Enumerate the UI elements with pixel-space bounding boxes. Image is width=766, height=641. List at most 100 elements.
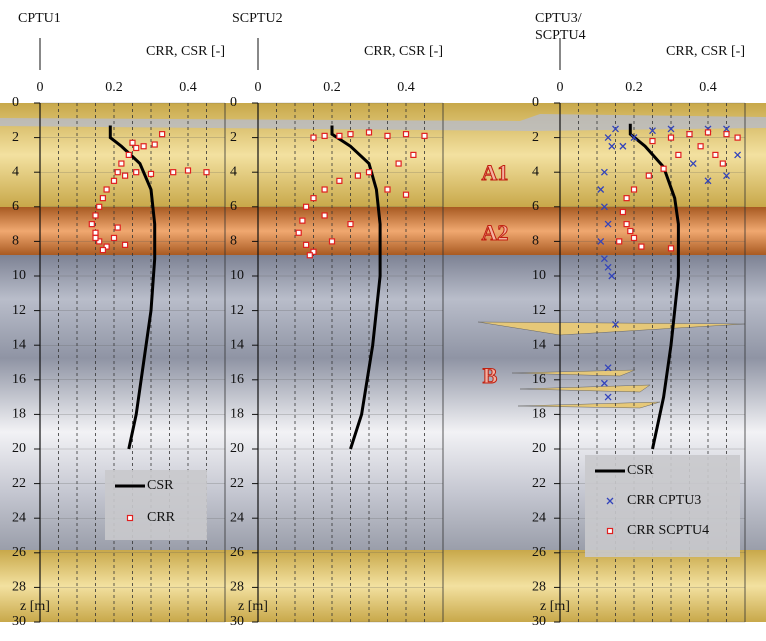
csr-line — [108, 125, 157, 450]
legend-label: CRR SCPTU4 — [627, 523, 709, 538]
crr-point — [347, 131, 354, 138]
y-axis-label: z [m] — [20, 599, 50, 614]
x-tick-label: 0.4 — [699, 80, 717, 95]
crr-point — [723, 131, 730, 138]
y-tick-label: 16 — [532, 372, 546, 387]
y-tick-label: 22 — [532, 476, 546, 491]
crr-point — [321, 132, 328, 139]
legend-marker — [126, 514, 134, 522]
crr-point — [99, 195, 107, 202]
lens — [0, 114, 766, 131]
crr-point — [600, 379, 608, 387]
crr-point — [667, 125, 675, 133]
y-tick-label: 18 — [532, 407, 546, 422]
lens — [519, 384, 651, 393]
crr-point — [129, 139, 136, 146]
y-tick-label: 6 — [230, 199, 237, 214]
legend-label: CRR — [147, 510, 176, 525]
crr-point — [203, 169, 210, 176]
crr-point — [604, 364, 612, 372]
crr-point — [704, 177, 712, 185]
crr-point — [103, 243, 110, 250]
y-tick-label: 14 — [230, 337, 244, 352]
crr-point — [627, 227, 634, 235]
x-tick-label: 0 — [255, 80, 262, 95]
y-tick-label: 0 — [532, 95, 539, 110]
crr-point — [734, 151, 742, 159]
panel-title: SCPTU2 — [232, 11, 283, 26]
y-tick-label: 4 — [230, 164, 237, 179]
y-tick-label: 6 — [12, 199, 19, 214]
crr-point — [712, 151, 719, 158]
y-tick-label: 2 — [532, 130, 539, 145]
crr-point — [92, 229, 99, 236]
crr-point — [110, 234, 118, 242]
crr-point — [118, 160, 125, 167]
crr-point — [328, 238, 336, 245]
y-tick-label: 16 — [230, 372, 244, 387]
crr-point — [402, 131, 410, 138]
y-tick-label: 18 — [12, 407, 26, 422]
x-tick-label: 0.4 — [179, 80, 197, 95]
crr-point — [623, 221, 630, 228]
y-axis-label: z [m] — [238, 599, 268, 614]
crr-point — [321, 212, 328, 219]
y-tick-label: 2 — [230, 130, 237, 145]
crr-point — [619, 208, 627, 216]
crr-point — [96, 238, 103, 245]
crr-point — [303, 241, 310, 248]
crr-point — [619, 142, 627, 150]
crr-point — [597, 186, 605, 193]
layer-label: B — [483, 363, 498, 388]
x-tick-label: 0.2 — [105, 80, 123, 95]
crr-point — [719, 160, 726, 167]
crr-point — [675, 151, 682, 158]
y-tick-label: 10 — [532, 268, 546, 283]
crr-point — [697, 143, 704, 150]
crr-point — [121, 172, 129, 179]
y-tick-label: 12 — [230, 303, 244, 318]
y-tick-label: 20 — [230, 441, 244, 456]
panel-title: CPTU1 — [18, 11, 61, 26]
x-axis-label: CRR, CSR [-] — [146, 44, 225, 59]
y-tick-label: 22 — [230, 476, 244, 491]
y-tick-label: 12 — [12, 303, 26, 318]
crr-point — [723, 125, 730, 133]
y-tick-label: 2 — [12, 130, 19, 145]
legend-label: CSR — [627, 463, 654, 478]
crr-point — [600, 255, 608, 263]
y-tick-label: 14 — [12, 337, 26, 352]
layer-label: A1 — [482, 160, 509, 185]
y-tick-label: 4 — [532, 164, 539, 179]
lens — [517, 401, 661, 409]
crr-point — [600, 203, 608, 211]
crr-point — [365, 129, 373, 136]
x-tick-label: 0.4 — [397, 80, 415, 95]
crr-point — [133, 169, 140, 176]
y-tick-label: 0 — [230, 95, 237, 110]
x-axis-label: CRR, CSR [-] — [666, 44, 745, 59]
legend-box — [105, 470, 207, 540]
y-tick-label: 30 — [230, 614, 244, 629]
y-tick-label: 18 — [230, 407, 244, 422]
crr-point — [310, 195, 317, 202]
y-tick-label: 26 — [532, 545, 546, 560]
crr-point — [133, 144, 140, 152]
crr-point — [667, 134, 675, 141]
crr-point — [608, 272, 616, 280]
y-tick-label: 24 — [230, 510, 244, 525]
y-tick-label: 14 — [532, 337, 546, 352]
crr-point — [630, 186, 638, 193]
crr-point — [303, 203, 310, 210]
legend-marker — [606, 527, 614, 535]
y-tick-label: 0 — [12, 95, 19, 110]
crr-point — [660, 165, 667, 172]
y-tick-label: 26 — [12, 545, 26, 560]
crr-point — [92, 212, 99, 219]
y-tick-label: 20 — [532, 441, 546, 456]
crr-point — [623, 195, 630, 202]
y-tick-label: 26 — [230, 545, 244, 560]
layer-bottom — [0, 550, 766, 622]
crr-point — [103, 186, 110, 193]
crr-point — [604, 263, 612, 271]
